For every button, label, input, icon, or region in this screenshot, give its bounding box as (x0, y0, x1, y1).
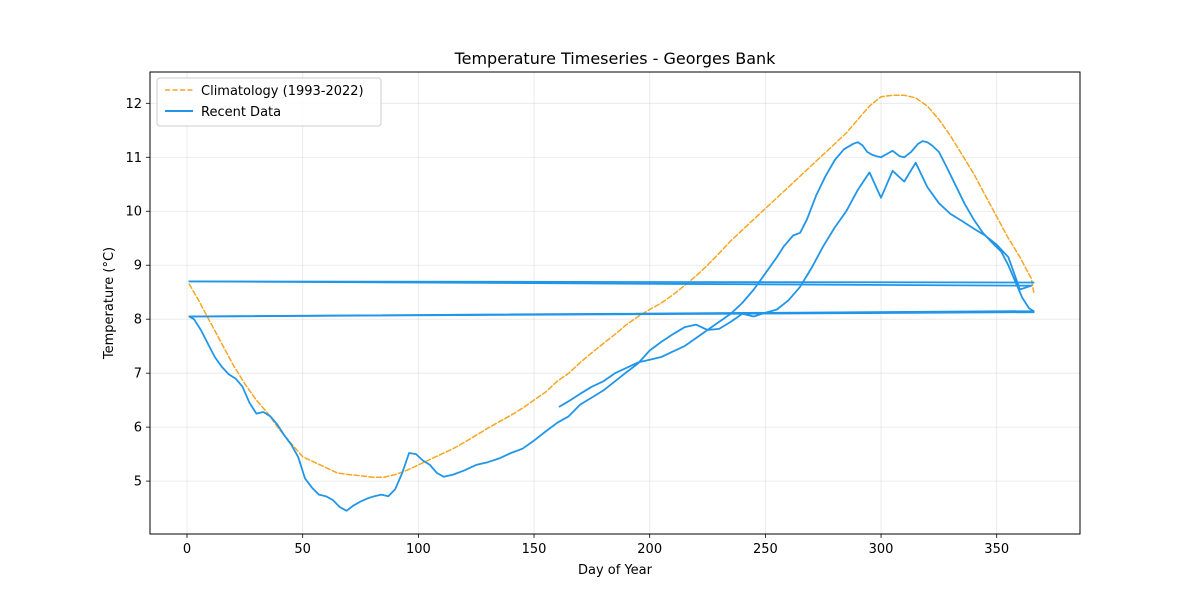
legend-recent-label: Recent Data (201, 105, 281, 120)
x-tick-label: 150 (522, 542, 547, 557)
x-tick-label: 350 (984, 542, 1009, 557)
recent-data-series-line (188, 140, 1035, 512)
x-axis-label: Day of Year (578, 563, 653, 578)
recent-data-series-line (188, 311, 1035, 318)
legend: Climatology (1993-2022) Recent Data (156, 77, 382, 127)
axes: 0 50 100 150 200 250 300 350 5 6 7 8 9 10 11 12 (125, 97, 1009, 557)
chart-title: Temperature Timeseries - Georges Bank (454, 49, 777, 68)
x-tick-label: 100 (406, 542, 431, 557)
y-tick-label: 8 (134, 313, 142, 328)
x-tick-label: 0 (183, 542, 191, 557)
y-tick-label: 6 (134, 421, 142, 436)
y-tick-label: 9 (134, 259, 142, 274)
plot-frame (149, 71, 1081, 535)
grid (150, 72, 1080, 534)
x-tick-label: 250 (753, 542, 778, 557)
recent-data-series-line (188, 280, 1035, 284)
climatology-series-line (188, 94, 1035, 479)
x-tick-label: 300 (869, 542, 894, 557)
y-tick-label: 7 (134, 367, 142, 382)
y-axis-label: Temperature (°C) (102, 247, 117, 360)
y-tick-label: 5 (134, 475, 142, 490)
y-tick-label: 12 (125, 97, 142, 112)
legend-box (156, 77, 382, 127)
legend-climatology-label: Climatology (1993-2022) (201, 84, 364, 99)
x-tick-label: 50 (294, 542, 311, 557)
y-tick-label: 10 (125, 205, 142, 220)
x-tick-label: 200 (637, 542, 662, 557)
y-tick-label: 11 (125, 151, 142, 166)
series-lines (188, 94, 1035, 512)
